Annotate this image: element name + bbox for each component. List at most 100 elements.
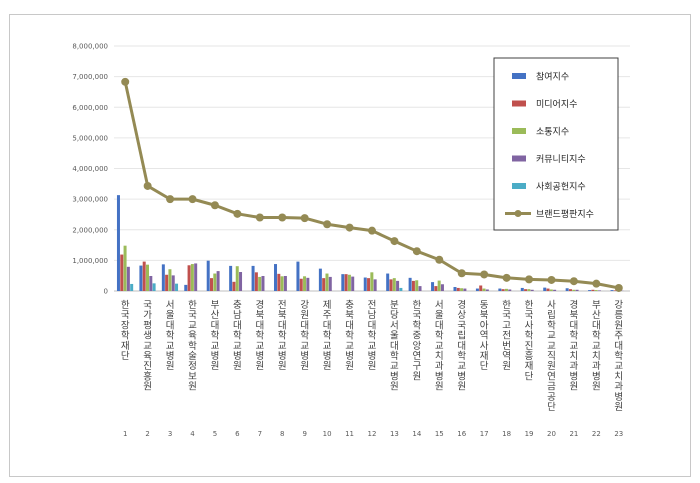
bar-커뮤니티지수: [373, 279, 377, 291]
chart-frame: [9, 14, 691, 477]
y-tick-label: 0: [104, 288, 108, 296]
y-tick-label: 8,000,000: [72, 43, 108, 51]
bar-소통지수: [258, 276, 262, 291]
category-number-label: 4: [190, 430, 195, 438]
line-marker: [233, 209, 242, 218]
legend-marker: [514, 210, 522, 217]
bar-참여지수: [274, 264, 278, 291]
bar-커뮤니티지수: [530, 289, 534, 291]
line-marker: [435, 255, 444, 264]
x-axis-labels: 한 국 장 학 재 단 1 국 가 평 생 교 육 진 흥 원 2 서 울 대 학 교 병 원 3 한 국 교 육 학 술 정 보 원 4 부 산 대 학 교…: [121, 299, 624, 438]
legend-label: 미디어지수: [536, 99, 577, 110]
bar-소통지수: [370, 272, 374, 291]
bar-참여지수: [610, 290, 614, 291]
line-marker: [255, 213, 264, 222]
bar-참여지수: [565, 288, 569, 291]
category-number-label: 19: [525, 430, 534, 438]
bar-소통지수: [527, 289, 531, 291]
bar-소통지수: [235, 266, 239, 291]
category-number-label: 3: [168, 430, 172, 438]
category-number-label: 16: [457, 430, 466, 438]
legend-box: [493, 57, 619, 231]
bar-소통지수: [303, 276, 307, 291]
bar-커뮤니티지수: [171, 275, 175, 291]
line-marker: [614, 283, 623, 292]
bar-미디어지수: [277, 273, 281, 291]
line-marker: [300, 214, 309, 223]
bar-소통지수: [594, 290, 598, 291]
bar-참여지수: [184, 284, 188, 291]
bar-미디어지수: [299, 278, 303, 291]
bar-참여지수: [408, 277, 412, 291]
line-marker: [502, 273, 511, 282]
bar-커뮤니티지수: [261, 275, 265, 291]
bar-커뮤니티지수: [239, 272, 243, 291]
bar-사회공헌지수: [152, 283, 156, 291]
bar-사회공헌지수: [399, 287, 403, 291]
line-marker: [390, 237, 399, 246]
bar-미디어지수: [591, 289, 595, 291]
line-marker: [121, 77, 130, 86]
bar-소통지수: [572, 289, 576, 291]
bar-소통지수: [504, 288, 508, 291]
bar-커뮤니티지수: [485, 289, 489, 291]
y-tick-label: 1,000,000: [72, 257, 108, 265]
category-number-label: 8: [280, 430, 284, 438]
bar-미디어지수: [568, 289, 572, 291]
bar-커뮤니티지수: [328, 276, 332, 291]
category-number-label: 21: [569, 430, 578, 438]
bar-소통지수: [392, 278, 396, 291]
bar-커뮤니티지수: [440, 284, 444, 291]
bar-참여지수: [363, 277, 367, 291]
bar-참여지수: [206, 260, 210, 291]
category-number-label: 13: [390, 430, 399, 438]
category-number-label: 23: [614, 430, 623, 438]
bar-참여지수: [161, 264, 165, 291]
line-marker: [278, 213, 287, 222]
category-number-label: 15: [435, 430, 444, 438]
line-marker: [323, 220, 332, 229]
bar-참여지수: [520, 287, 524, 291]
category-number-label: 7: [258, 430, 262, 438]
line-marker: [547, 275, 556, 284]
bar-참여지수: [296, 261, 300, 291]
bar-미디어지수: [165, 274, 169, 291]
bar-미디어지수: [367, 278, 371, 291]
bar-참여지수: [453, 287, 457, 291]
line-marker: [592, 279, 601, 288]
line-marker: [143, 181, 152, 190]
bar-소통지수: [347, 274, 351, 291]
bar-커뮤니티지수: [194, 263, 198, 291]
category-number-label: 6: [235, 430, 240, 438]
line-marker: [525, 275, 534, 284]
bar-참여지수: [318, 268, 322, 291]
bar-미디어지수: [389, 279, 393, 291]
category-number-label: 11: [345, 430, 354, 438]
bar-참여지수: [498, 288, 502, 291]
bar-커뮤니티지수: [351, 276, 355, 291]
bar-소통지수: [123, 245, 127, 291]
category-number-label: 10: [323, 430, 332, 438]
legend-swatch: [512, 155, 526, 162]
category-number-label: 1: [123, 430, 127, 438]
line-marker: [368, 226, 376, 235]
y-tick-label: 3,000,000: [72, 196, 108, 204]
bar-커뮤니티지수: [149, 275, 153, 291]
